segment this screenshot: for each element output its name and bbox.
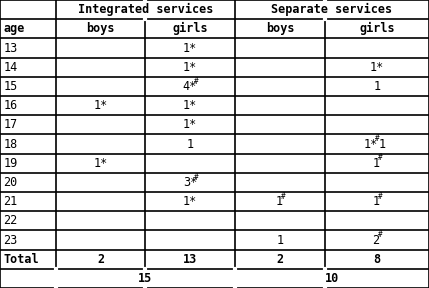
Text: girls: girls <box>359 22 395 35</box>
Text: #: # <box>194 77 199 86</box>
Text: #: # <box>378 153 382 162</box>
Text: 13: 13 <box>3 41 18 54</box>
Text: 1*: 1* <box>183 195 197 208</box>
Text: 2: 2 <box>97 253 104 266</box>
Text: 18: 18 <box>3 137 18 151</box>
Text: 10: 10 <box>325 272 339 285</box>
Text: 14: 14 <box>3 61 18 74</box>
Text: #: # <box>375 134 380 143</box>
Text: boys: boys <box>86 22 115 35</box>
Text: 2: 2 <box>372 234 379 247</box>
Text: 16: 16 <box>3 99 18 112</box>
Text: 8: 8 <box>373 253 381 266</box>
Text: Integrated services: Integrated services <box>78 3 213 16</box>
Text: 15: 15 <box>3 80 18 93</box>
Text: girls: girls <box>172 22 208 35</box>
Text: 3*: 3* <box>183 176 197 189</box>
Text: 1*: 1* <box>183 61 197 74</box>
Text: 1*: 1* <box>370 61 384 74</box>
Text: 22: 22 <box>3 214 18 227</box>
Text: #: # <box>378 192 382 201</box>
Text: 23: 23 <box>3 234 18 247</box>
Text: 21: 21 <box>3 195 18 208</box>
Text: 1*: 1* <box>183 118 197 131</box>
Text: 1: 1 <box>276 234 284 247</box>
Text: #: # <box>378 230 382 239</box>
Text: 4*: 4* <box>183 80 197 93</box>
Text: 15: 15 <box>138 272 153 285</box>
Text: #: # <box>281 192 285 201</box>
Text: boys: boys <box>266 22 294 35</box>
Text: 13: 13 <box>183 253 197 266</box>
Text: 19: 19 <box>3 157 18 170</box>
Text: 1: 1 <box>187 137 194 151</box>
Text: 1: 1 <box>372 157 379 170</box>
Text: 1: 1 <box>275 195 282 208</box>
Text: 1*: 1* <box>94 157 108 170</box>
Text: #: # <box>194 173 199 181</box>
Text: 1*: 1* <box>364 137 378 151</box>
Text: 1*: 1* <box>183 99 197 112</box>
Text: Total: Total <box>3 253 39 266</box>
Text: age: age <box>3 22 25 35</box>
Text: 20: 20 <box>3 176 18 189</box>
Text: 2: 2 <box>276 253 284 266</box>
Text: 1: 1 <box>378 137 386 151</box>
Text: 1: 1 <box>373 80 381 93</box>
Text: 1*: 1* <box>94 99 108 112</box>
Text: 1: 1 <box>372 195 379 208</box>
Text: 1*: 1* <box>183 41 197 54</box>
Text: 17: 17 <box>3 118 18 131</box>
Text: Separate services: Separate services <box>272 3 393 16</box>
